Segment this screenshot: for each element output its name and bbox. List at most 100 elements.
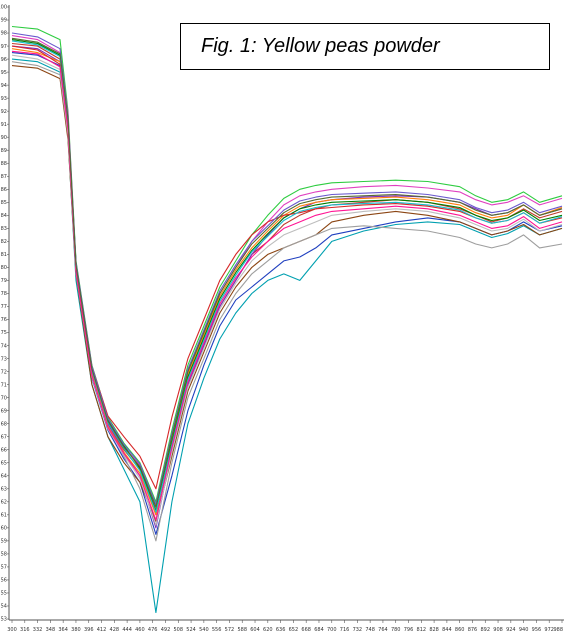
series-line-12 [11, 54, 563, 526]
x-tick-label: 380 [71, 627, 81, 633]
x-tick-label: 620 [263, 627, 273, 633]
y-tick-label: 98 [1, 31, 7, 37]
series-line-5 [11, 58, 563, 614]
y-axis-ticks: 53 54 55 56 57 58 59 60 61 62 63 64 65 66 67 68 69 70 71 72… [0, 5, 9, 623]
y-tick-label: 82 [1, 239, 7, 245]
y-tick-label: 66 [1, 447, 7, 453]
y-tick-label: 60 [1, 526, 7, 532]
x-tick-label: 972 [544, 627, 554, 633]
y-tick-label: 90 [1, 135, 7, 141]
y-tick-label: 61 [1, 513, 7, 519]
y-tick-label: 76 [1, 317, 7, 323]
y-tick-label: 93 [1, 96, 7, 102]
x-tick-label: 860 [455, 627, 465, 633]
y-tick-label: 72 [1, 369, 7, 375]
y-tick-label: 94 [1, 83, 7, 89]
x-tick-label: 428 [110, 627, 120, 633]
x-tick-label: 668 [301, 627, 311, 633]
x-tick-label: 412 [97, 627, 107, 633]
x-tick-label: 908 [493, 627, 503, 633]
series-line-15 [11, 50, 563, 521]
x-tick-label: 588 [237, 627, 247, 633]
y-tick-label: 62 [1, 500, 7, 506]
x-axis-ticks: 300 316 332 348 364 380 396 412 428 444 460 476 492 5… [7, 620, 563, 633]
y-tick-label: 89 [1, 148, 7, 154]
x-tick-label: 636 [276, 627, 286, 633]
x-tick-label: 316 [20, 627, 30, 633]
y-tick-label: 84 [1, 213, 7, 219]
y-tick-label: 97 [1, 44, 7, 50]
x-tick-label: 364 [58, 627, 68, 633]
x-tick-label: 812 [417, 627, 427, 633]
series-line-2 [11, 25, 563, 503]
y-tick-label: 86 [1, 187, 7, 193]
y-tick-label: 59 [1, 539, 7, 545]
figure-caption-box: Fig. 1: Yellow peas powder [180, 23, 550, 70]
x-tick-label: 540 [199, 627, 209, 633]
y-tick-label: 68 [1, 421, 7, 427]
x-tick-label: 604 [250, 627, 260, 633]
y-tick-label: 64 [1, 473, 7, 479]
y-tick-label: 92 [1, 109, 7, 115]
x-tick-label: 956 [532, 627, 542, 633]
y-tick-label: 83 [1, 226, 7, 232]
x-tick-label: 748 [365, 627, 375, 633]
y-tick-label: 95 [1, 70, 7, 76]
x-tick-label: 940 [519, 627, 529, 633]
x-tick-label: 828 [429, 627, 439, 633]
x-tick-label: 460 [135, 627, 145, 633]
x-tick-label: 764 [378, 627, 388, 633]
x-tick-label: 508 [174, 627, 184, 633]
y-tick-label: 79 [1, 278, 7, 284]
y-tick-label: 99 [1, 18, 7, 24]
y-tick-label: 75 [1, 330, 7, 336]
x-tick-label: 476 [148, 627, 158, 633]
y-tick-label: 69 [1, 408, 7, 414]
series-line-13 [11, 40, 563, 513]
x-tick-label: 572 [225, 627, 235, 633]
y-tick-label: 67 [1, 434, 7, 440]
y-tick-label: 73 [1, 356, 7, 362]
x-tick-label: 396 [84, 627, 94, 633]
x-tick-label: 332 [33, 627, 43, 633]
y-tick-label: 53 [1, 617, 7, 623]
y-tick-label: 71 [1, 382, 7, 388]
series-line-6 [11, 65, 563, 522]
x-tick-label: 876 [468, 627, 478, 633]
x-tick-label: 780 [391, 627, 401, 633]
x-tick-label: 300 [7, 627, 17, 633]
series-line-16 [11, 37, 563, 508]
x-tick-label: 924 [506, 627, 516, 633]
x-tick-label: 796 [404, 627, 414, 633]
y-tick-label: 87 [1, 174, 7, 180]
y-tick-label: 58 [1, 552, 7, 558]
x-tick-label: 716 [340, 627, 350, 633]
x-tick-label: 652 [289, 627, 299, 633]
x-tick-label: 892 [480, 627, 490, 633]
x-tick-label: 492 [161, 627, 171, 633]
y-tick-label: 88 [1, 161, 7, 167]
x-tick-label: 348 [46, 627, 56, 633]
y-tick-label: 81 [1, 252, 7, 258]
figure-caption: Fig. 1: Yellow peas powder [201, 35, 440, 57]
x-tick-label: 844 [442, 627, 452, 633]
y-tick-label: 78 [1, 291, 7, 297]
y-tick-label: 70 [1, 395, 7, 401]
series-line-4 [11, 35, 563, 509]
series-line-9 [11, 48, 563, 516]
series-line-8 [11, 61, 563, 542]
y-tick-label: 85 [1, 200, 7, 206]
x-tick-label: 556 [212, 627, 222, 633]
series-line-7 [11, 45, 563, 529]
y-tick-label: 96 [1, 57, 7, 63]
x-tick-label: 684 [314, 627, 324, 633]
y-tick-label: 91 [1, 122, 7, 128]
y-tick-label: 74 [1, 343, 7, 349]
y-tick-label: 63 [1, 486, 7, 492]
x-tick-label: 988 [553, 627, 563, 633]
series-line-1 [11, 42, 563, 516]
x-tick-label: 732 [353, 627, 363, 633]
series-line-3 [11, 52, 563, 535]
series-line-14 [11, 32, 563, 505]
